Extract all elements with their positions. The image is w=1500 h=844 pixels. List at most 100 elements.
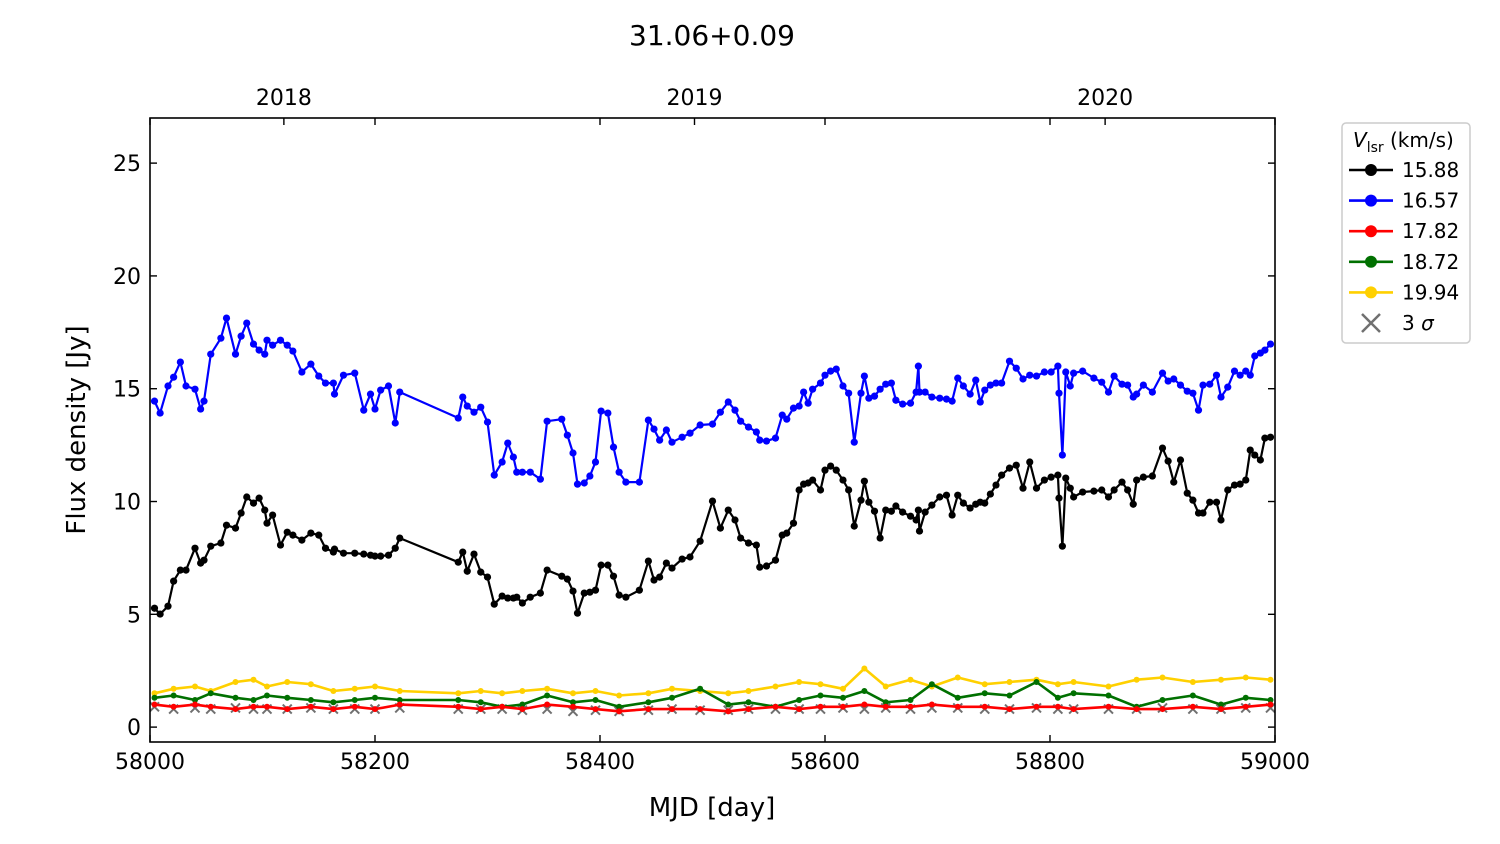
data-point-18.72 — [928, 681, 935, 688]
data-point-16.57 — [176, 358, 184, 366]
data-point-18.72 — [519, 701, 526, 708]
data-point-16.57 — [887, 379, 895, 387]
data-point-16.57 — [330, 390, 339, 398]
plot-frame — [149, 117, 1276, 743]
data-point-16.57 — [816, 379, 825, 387]
data-point-15.88 — [289, 531, 297, 539]
data-point-16.57 — [1266, 340, 1275, 348]
data-point-17.82 — [697, 706, 704, 713]
x-tick-label: 58400 — [565, 750, 635, 775]
data-point-15.88 — [1206, 498, 1214, 506]
data-point-16.57 — [170, 373, 178, 381]
data-point-19.94 — [250, 676, 257, 683]
data-point-16.57 — [1212, 371, 1221, 379]
data-point-15.88 — [789, 519, 798, 527]
data-point-16.57 — [1090, 374, 1098, 382]
data-point-15.88 — [1230, 481, 1239, 489]
data-point-16.57 — [360, 406, 368, 414]
data-point-15.88 — [1110, 486, 1118, 494]
data-point-16.57 — [261, 350, 269, 358]
data-point-18.72 — [307, 697, 314, 704]
data-point-16.57 — [1040, 368, 1048, 376]
data-point-17.82 — [954, 703, 961, 710]
data-point-16.57 — [731, 406, 739, 414]
data-point-15.88 — [315, 531, 323, 539]
data-point-16.57 — [832, 365, 840, 373]
data-point-16.57 — [591, 458, 600, 466]
x-tick-label: 58800 — [1015, 750, 1085, 775]
data-point-15.88 — [518, 599, 526, 607]
data-point-15.88 — [839, 476, 847, 484]
data-point-15.88 — [170, 577, 178, 585]
axes: 58000 58200 58400 58600 58800 59000 0 5 10 15 20 25… — [113, 86, 1310, 775]
data-point-19.94 — [570, 690, 576, 697]
data-point-15.88 — [283, 528, 291, 536]
data-point-17.82 — [1054, 703, 1061, 710]
data-point-15.88 — [176, 566, 184, 574]
data-point-16.57 — [222, 314, 231, 322]
data-point-19.94 — [455, 690, 462, 697]
data-point-15.88 — [857, 496, 865, 504]
data-point-15.88 — [490, 600, 498, 608]
data-point-15.88 — [351, 549, 359, 557]
data-point-15.88 — [1079, 488, 1087, 496]
data-point-15.88 — [207, 542, 215, 550]
data-point-19.94 — [151, 690, 158, 697]
data-point-16.57 — [972, 376, 980, 384]
legend-marker-18.72 — [1365, 255, 1377, 268]
data-point-17.82 — [264, 703, 270, 710]
data-point-16.57 — [1251, 352, 1259, 360]
data-point-17.82 — [840, 703, 846, 710]
data-point-16.57 — [839, 382, 847, 390]
data-point-15.88 — [1129, 500, 1137, 508]
data-point-18.72 — [170, 692, 177, 699]
data-point-16.57 — [1199, 381, 1207, 389]
data-point-18.72 — [1189, 692, 1196, 699]
data-point-18.72 — [1070, 690, 1077, 697]
data-point-15.88 — [384, 551, 393, 559]
data-point-17.82 — [1133, 706, 1140, 713]
data-point-19.94 — [544, 685, 551, 692]
data-point-16.57 — [207, 350, 215, 358]
data-point-16.57 — [1079, 367, 1087, 375]
data-point-16.57 — [622, 478, 630, 486]
data-point-19.94 — [519, 688, 526, 695]
data-point-15.88 — [892, 502, 900, 510]
data-point-15.88 — [182, 566, 190, 574]
data-point-16.57 — [182, 382, 190, 390]
data-point-17.82 — [882, 703, 889, 710]
data-point-15.88 — [586, 588, 594, 596]
y-tick-label: 10 — [113, 491, 141, 516]
data-point-16.57 — [558, 415, 566, 423]
data-point-18.72 — [396, 697, 403, 704]
data-point-16.57 — [876, 385, 884, 393]
data-point-16.57 — [827, 367, 835, 375]
series-18.72 — [151, 678, 1274, 710]
data-point-16.57 — [509, 453, 517, 461]
data-point-16.57 — [197, 405, 205, 413]
data-point-16.57 — [573, 480, 582, 488]
series-line-17.82 — [154, 703, 1271, 713]
data-point-15.88 — [1032, 484, 1041, 492]
data-point-16.57 — [771, 434, 780, 442]
data-point-17.82 — [544, 701, 551, 708]
data-point-17.82 — [570, 703, 576, 710]
data-point-15.88 — [615, 591, 623, 599]
data-point-15.88 — [948, 511, 956, 519]
data-point-16.57 — [543, 417, 551, 425]
data-point-18.72 — [192, 697, 198, 704]
data-point-19.94 — [745, 688, 752, 695]
series-line-19.94 — [154, 667, 1271, 697]
data-point-16.57 — [470, 408, 478, 416]
data-point-16.57 — [914, 362, 922, 370]
data-point-16.57 — [716, 408, 724, 416]
legend-marker-16.57 — [1365, 194, 1377, 207]
data-point-15.88 — [609, 572, 618, 580]
data-point-15.88 — [597, 561, 605, 569]
year-label: 2019 — [667, 86, 723, 111]
data-point-19.94 — [1006, 678, 1013, 685]
data-point-15.88 — [1124, 486, 1132, 494]
data-point-16.57 — [490, 471, 498, 479]
data-point-15.88 — [1058, 542, 1066, 550]
year-label: 2018 — [256, 86, 312, 111]
